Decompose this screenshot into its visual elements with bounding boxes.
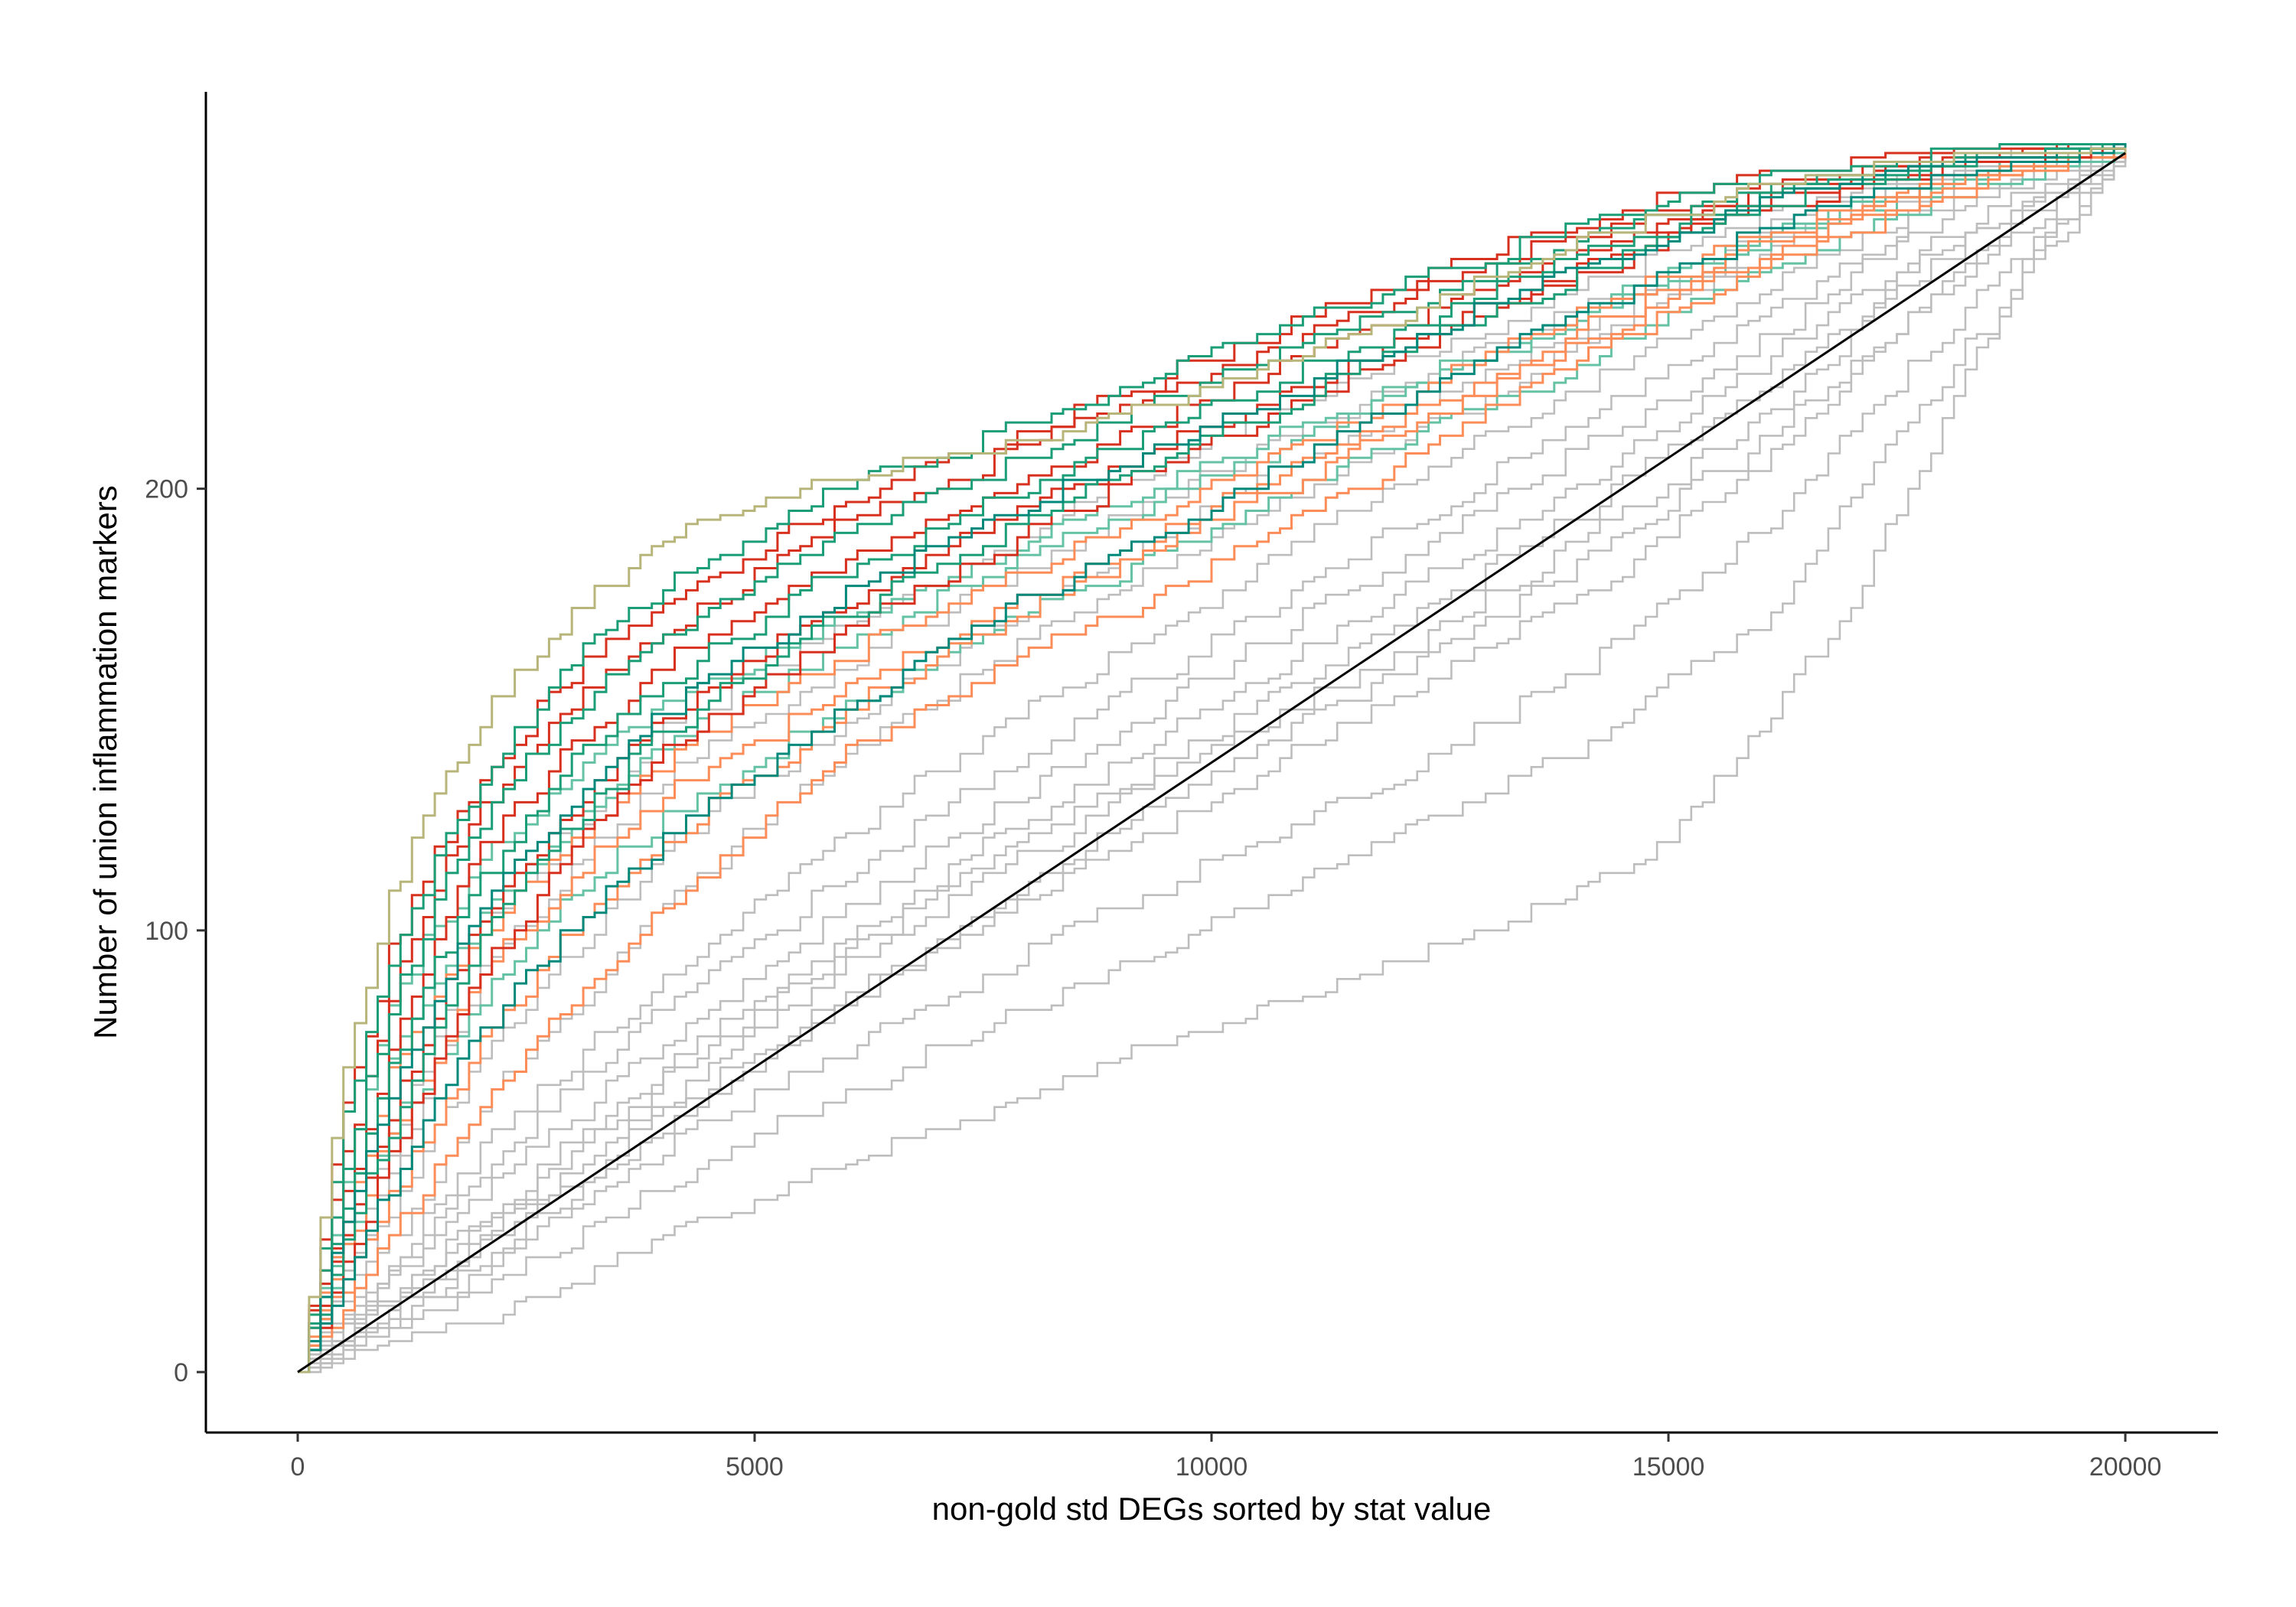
series-line-31 (298, 143, 2127, 1374)
series-line-1 (298, 153, 2127, 1374)
series-line-2 (298, 153, 2127, 1374)
series-line-11 (298, 152, 2125, 1374)
series-line-34 (298, 147, 2127, 1374)
series-line-9 (298, 152, 2125, 1374)
series-line-7 (298, 153, 2127, 1374)
x-tick-label: 5000 (726, 1452, 784, 1482)
series-line-19 (298, 147, 2127, 1374)
series-line-32 (298, 143, 2127, 1374)
y-ticks: 0 100 200 (145, 475, 206, 1387)
y-axis-title: Number of union inflammation markers (87, 485, 123, 1039)
x-tick-label: 10000 (1176, 1452, 1248, 1482)
series-layer (298, 143, 2127, 1374)
series-line-16 (298, 152, 2125, 1374)
y-tick-label: 100 (145, 917, 188, 946)
series-line-10 (298, 152, 2125, 1374)
y-tick-label: 0 (174, 1358, 188, 1387)
series-line-8 (298, 153, 2127, 1374)
series-line-23 (298, 143, 2127, 1374)
y-tick-label: 200 (145, 475, 188, 504)
series-line-5 (298, 153, 2127, 1374)
reference-diagonal-line (297, 152, 2126, 1374)
series-line-28 (298, 143, 2127, 1374)
x-ticks: 0 5000 10000 15000 20000 (291, 1433, 2162, 1482)
series-line-30 (298, 143, 2127, 1374)
x-axis-title: non-gold std DEGs sorted by stat value (932, 1491, 1492, 1527)
series-line-29 (298, 143, 2127, 1374)
x-tick-label: 0 (291, 1452, 305, 1482)
x-tick-label: 15000 (1632, 1452, 1705, 1482)
series-line-33 (298, 147, 2127, 1374)
reference-line-layer (297, 152, 2126, 1374)
x-tick-label: 20000 (2089, 1452, 2162, 1482)
series-line-3 (298, 153, 2127, 1374)
